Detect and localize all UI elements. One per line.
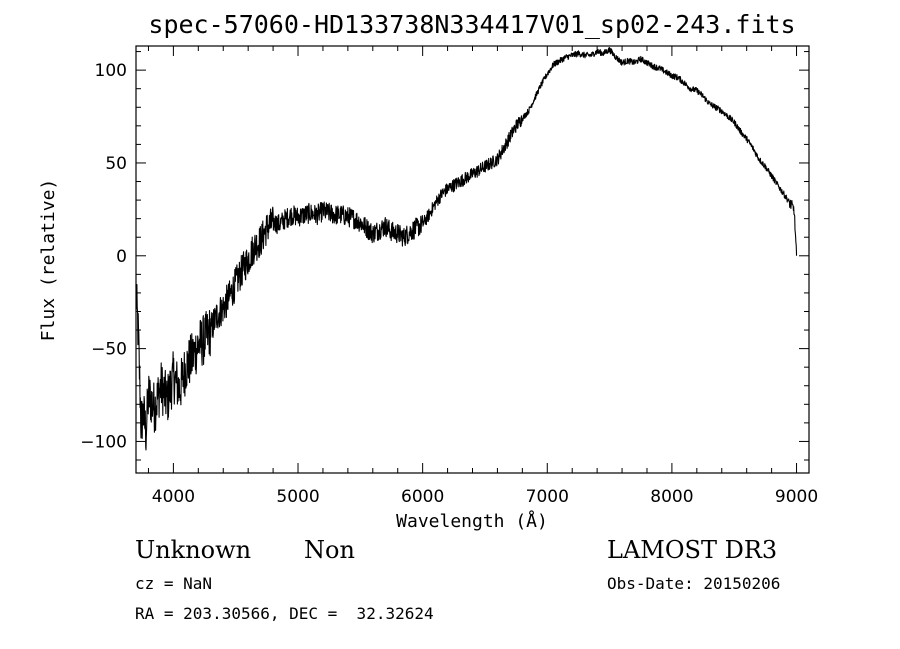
y-tick-label: 0 xyxy=(116,247,127,267)
x-tick-label: 4000 xyxy=(152,487,195,507)
survey-name: LAMOST DR3 xyxy=(607,536,778,564)
x-tick-label: 6000 xyxy=(401,487,444,507)
axis-ticks xyxy=(136,46,809,473)
x-tick-label: 9000 xyxy=(775,487,818,507)
spectrum-line xyxy=(135,46,798,451)
y-axis-label: Flux (relative) xyxy=(38,179,59,342)
object-subclass: Non xyxy=(304,536,355,564)
ra-dec-coordinates: RA = 203.30566, DEC = 32.32624 xyxy=(135,604,434,623)
object-class: Unknown xyxy=(135,536,252,564)
x-tick-label: 8000 xyxy=(650,487,693,507)
y-tick-label: −100 xyxy=(80,432,127,452)
y-tick-label: 50 xyxy=(105,154,127,174)
y-tick-label: 100 xyxy=(95,61,127,81)
y-tick-labels: −100 −50 0 50 100 xyxy=(80,61,127,452)
chart-title: spec-57060-HD133738N334417V01_sp02-243.f… xyxy=(148,10,795,39)
x-tick-label: 5000 xyxy=(276,487,319,507)
x-axis-label: Wavelength (Å) xyxy=(396,510,548,532)
redshift-cz: cz = NaN xyxy=(135,574,213,593)
x-tick-label: 7000 xyxy=(526,487,569,507)
plot-frame xyxy=(135,45,810,474)
x-tick-labels: 4000 5000 6000 7000 8000 9000 xyxy=(152,487,818,507)
y-tick-label: −50 xyxy=(91,340,127,360)
observation-date: Obs-Date: 20150206 xyxy=(607,574,781,593)
